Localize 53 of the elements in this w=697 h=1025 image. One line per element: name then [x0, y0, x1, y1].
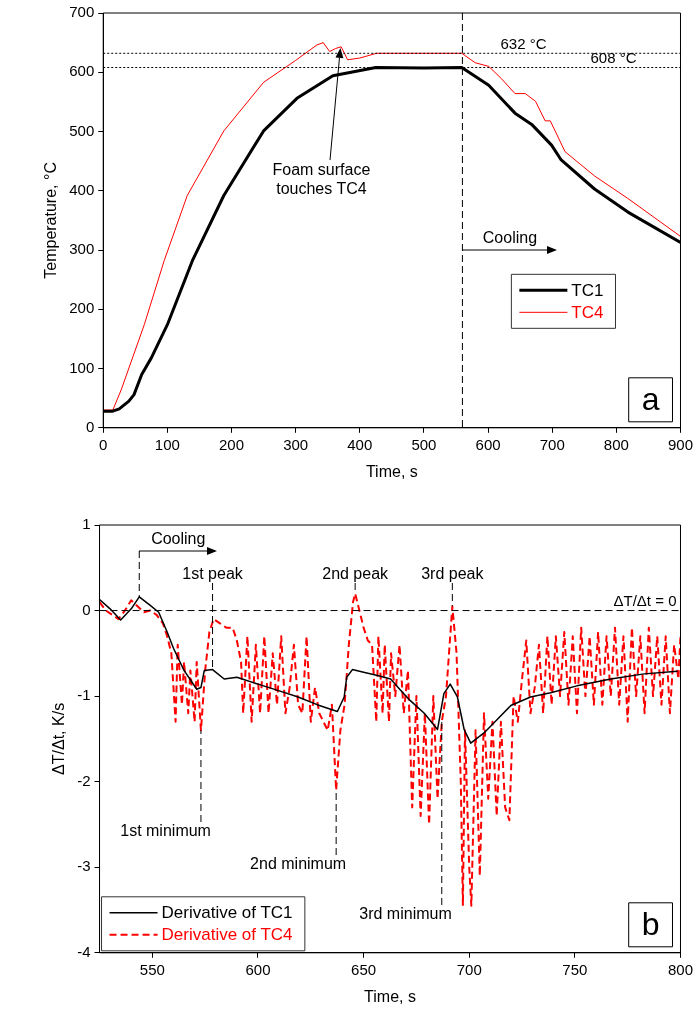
- ref-line-label: ΔT/Δt = 0: [613, 592, 677, 610]
- y-tick-label: 700: [69, 3, 95, 21]
- x-tick-label: 400: [347, 435, 373, 453]
- x-tick-label: 750: [562, 960, 588, 978]
- y-tick-label: 400: [69, 180, 95, 198]
- line-series: [99, 592, 681, 907]
- x-tick-label: 100: [154, 435, 180, 453]
- x-tick-label: 900: [667, 435, 693, 453]
- y-tick-label: -3: [77, 857, 91, 875]
- annotation: 3rd peak: [421, 565, 485, 583]
- x-tick-label: 550: [139, 960, 165, 978]
- x-tick-label: 500: [411, 435, 437, 453]
- annotation: Foam surface touches TC4: [272, 160, 371, 197]
- y-tick-label: 100: [69, 358, 95, 376]
- annotation: 3rd minimum: [359, 905, 452, 923]
- ref-line-label: 608 °C: [590, 49, 637, 67]
- x-tick-label: 0: [99, 435, 108, 453]
- x-axis-title: Time, s: [365, 462, 418, 480]
- y-tick-label: -4: [77, 942, 91, 960]
- legend-label: TC1: [571, 281, 604, 301]
- y-tick-label: 300: [69, 240, 95, 258]
- x-axis-title: Time, s: [364, 987, 416, 1005]
- x-tick-label: 800: [603, 435, 629, 453]
- legend-label: Derivative of TC4: [161, 925, 293, 945]
- annotation: Cooling: [482, 229, 538, 247]
- y-tick-label: 500: [69, 121, 95, 139]
- y-axis-title: Temperature, °C: [42, 162, 60, 279]
- y-tick-label: 0: [82, 600, 91, 618]
- annotation: 1st peak: [182, 565, 244, 583]
- annotation: 2nd minimum: [250, 855, 347, 873]
- annotation: a: [641, 380, 660, 417]
- y-tick-label: 0: [85, 417, 95, 435]
- legend-label: TC4: [571, 303, 604, 323]
- x-tick-label: 700: [539, 435, 565, 453]
- x-tick-label: 700: [456, 960, 482, 978]
- x-tick-label: 600: [245, 960, 271, 978]
- y-axis-title: ΔT/Δt, K/s: [50, 702, 68, 775]
- x-tick-label: 300: [283, 435, 309, 453]
- annotation: 1st minimum: [120, 822, 211, 840]
- y-tick-label: 1: [82, 515, 91, 533]
- x-tick-label: 650: [351, 960, 377, 978]
- x-tick-label: 600: [475, 435, 501, 453]
- x-tick-label: 800: [667, 960, 693, 978]
- y-tick-label: -1: [77, 686, 91, 704]
- annotation: b: [641, 905, 660, 942]
- y-tick-label: 200: [69, 299, 95, 317]
- annotation: 2nd peak: [322, 565, 390, 583]
- annotation: Cooling: [151, 530, 206, 548]
- y-tick-label: -2: [77, 771, 91, 789]
- ref-line-label: 632 °C: [500, 34, 547, 52]
- legend-label: Derivative of TC1: [161, 903, 293, 923]
- x-tick-label: 200: [218, 435, 245, 453]
- y-tick-label: 600: [69, 62, 95, 80]
